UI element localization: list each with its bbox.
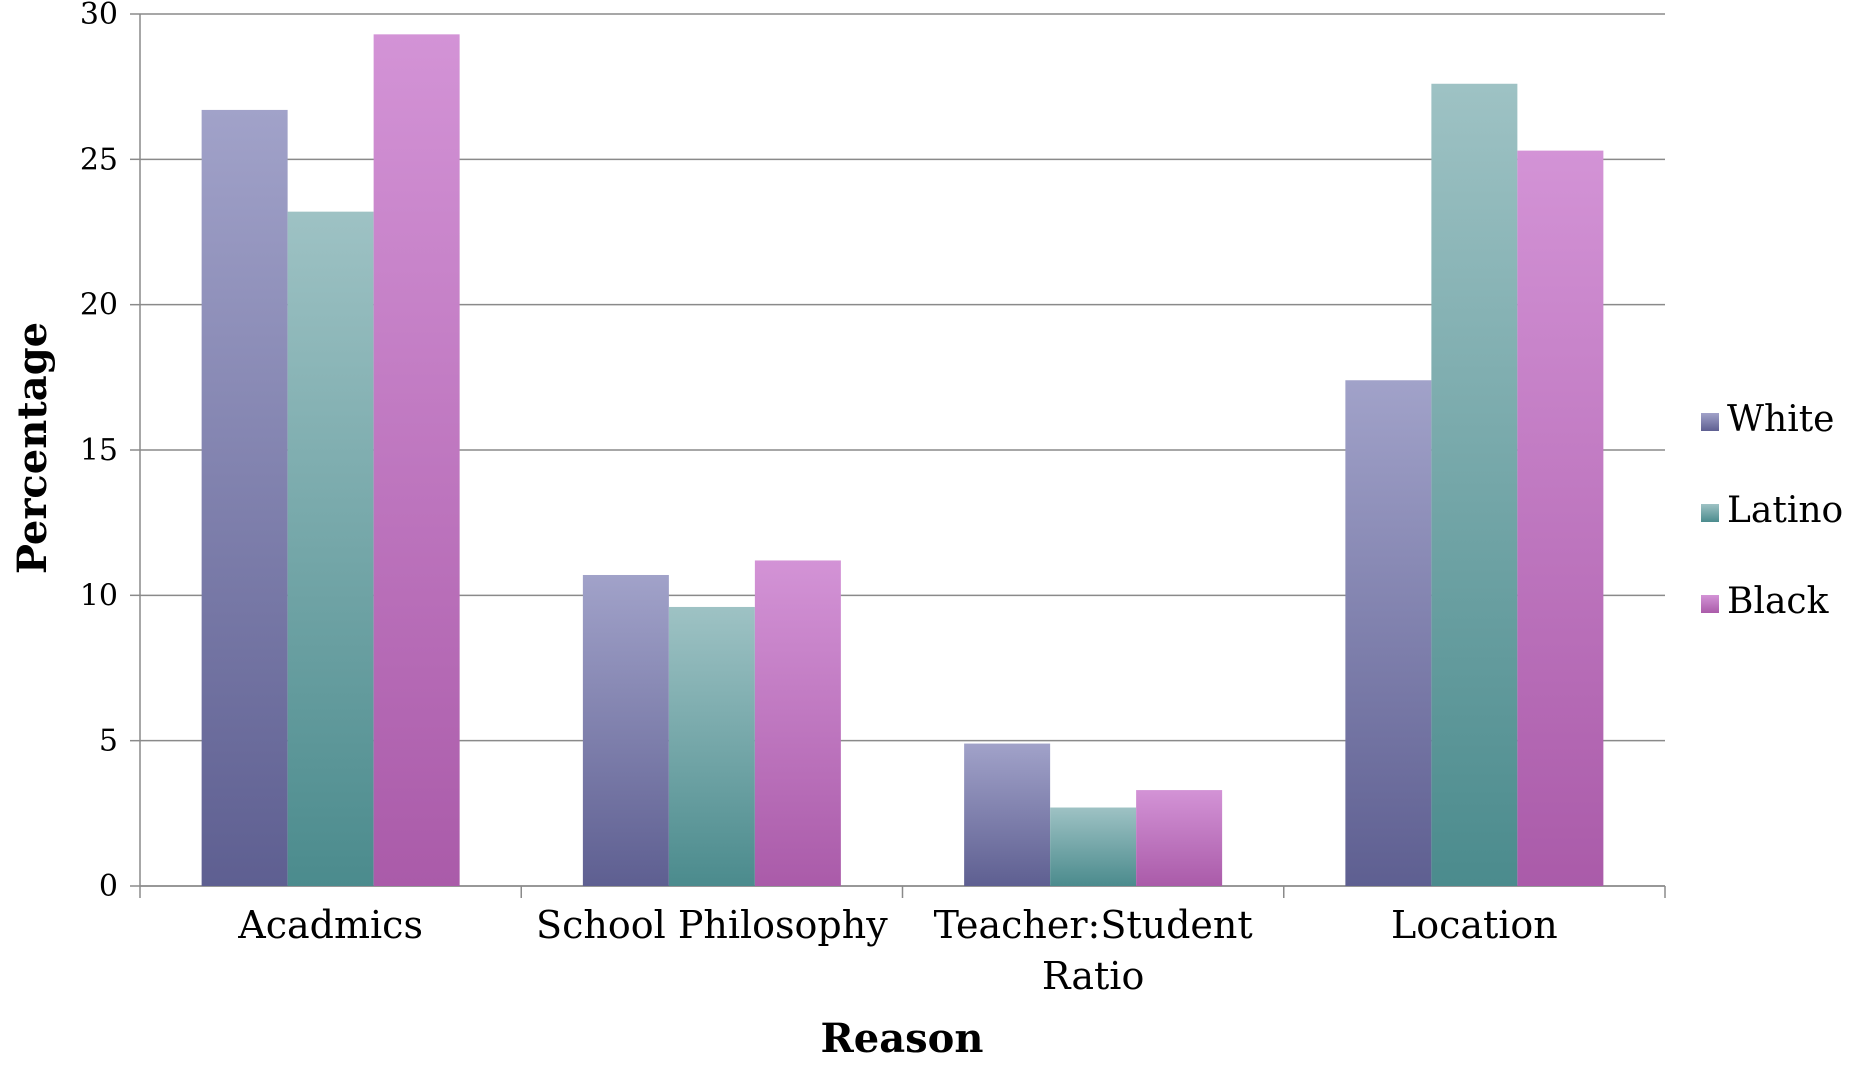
bar-latino <box>668 606 755 886</box>
legend-label-latino: Latino <box>1727 490 1843 531</box>
legend-label-white: White <box>1727 399 1834 440</box>
bar-white <box>201 109 288 887</box>
y-tick-label: 10 <box>80 578 118 613</box>
bar-latino <box>1431 83 1518 886</box>
legend-swatch-black <box>1701 595 1719 613</box>
bar-white <box>964 743 1051 886</box>
bars <box>201 34 1604 887</box>
legend-label-black: Black <box>1727 581 1830 622</box>
bar-black <box>373 34 460 886</box>
bar-latino <box>287 211 374 887</box>
y-tick-label: 15 <box>80 433 118 468</box>
x-axis-title: Reason <box>821 1015 984 1062</box>
y-tick-label: 30 <box>80 0 118 32</box>
y-tick-labels: 0 5 10 15 20 25 30 <box>80 0 118 904</box>
x-category-label: Acadmics <box>237 903 423 947</box>
legend-swatch-latino <box>1701 504 1719 522</box>
y-tick-label: 0 <box>99 869 118 904</box>
x-category-label: School Philosophy <box>536 903 888 947</box>
bar-latino <box>1050 807 1137 886</box>
x-category-label: Ratio <box>1042 954 1144 998</box>
x-category-labels: Acadmics School Philosophy Teacher:Student… <box>237 903 1558 998</box>
y-axis-title: Percentage <box>9 322 56 574</box>
bar-white <box>582 574 669 886</box>
y-tick-label: 20 <box>80 288 118 323</box>
bar-black <box>754 560 841 886</box>
x-category-label: Teacher:Student <box>934 903 1253 947</box>
legend: White Latino Black <box>1701 399 1843 622</box>
x-category-label: Location <box>1391 903 1558 947</box>
bar-black <box>1136 790 1223 886</box>
bar-white <box>1345 380 1432 886</box>
y-tick-label: 25 <box>80 142 118 177</box>
legend-swatch-white <box>1701 413 1719 431</box>
bar-black <box>1517 150 1604 886</box>
y-tick-label: 5 <box>99 724 118 759</box>
